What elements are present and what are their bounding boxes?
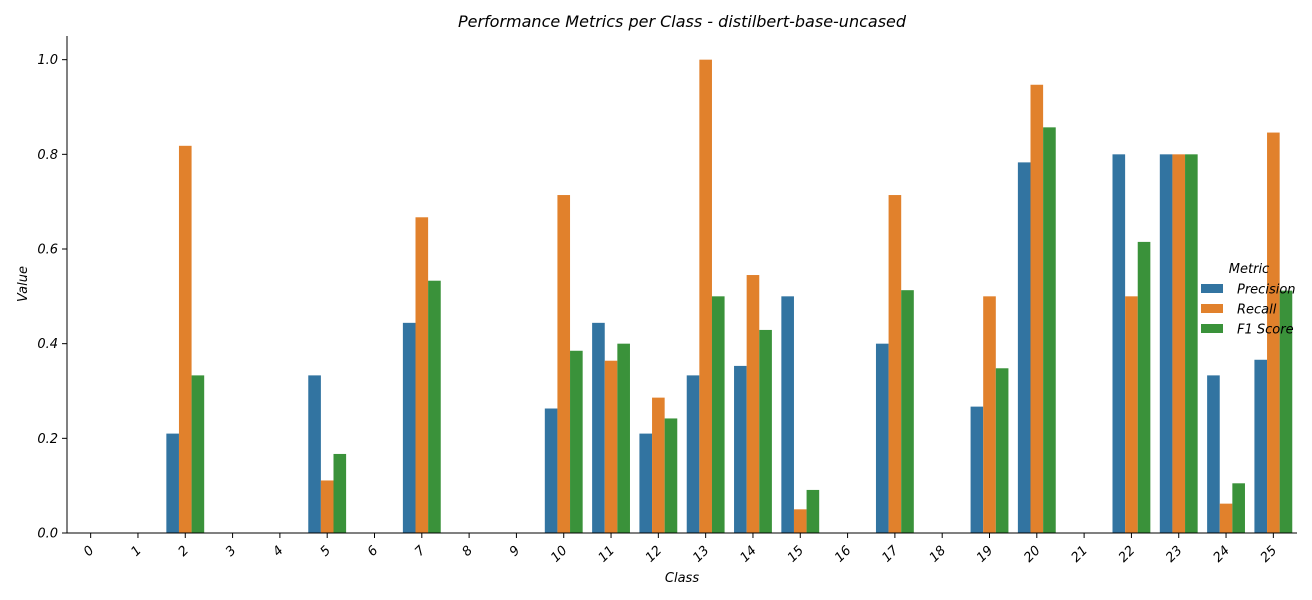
bar-f1-score-class-11: [617, 343, 630, 533]
bar-f1-score-class-20: [1043, 127, 1056, 533]
x-tick-label: 18: [927, 543, 949, 565]
bar-precision-class-24: [1207, 375, 1220, 533]
x-tick-label: 24: [1211, 543, 1233, 565]
bar-recall-class-11: [604, 360, 618, 533]
bar-f1-score-class-22: [1137, 241, 1151, 533]
bar-f1-score-class-13: [711, 296, 725, 533]
bar-precision-class-7: [402, 322, 416, 533]
legend-title: Metric: [1229, 262, 1269, 277]
bar-f1-score-class-5: [333, 453, 347, 533]
legend-swatch-recall: [1201, 304, 1223, 313]
x-tick-label: 7: [412, 543, 429, 560]
bar-precision-class-2: [166, 433, 179, 533]
x-tick-label: 11: [596, 543, 618, 565]
bar-precision-class-10: [544, 408, 558, 533]
y-tick-label: 0.2: [37, 432, 58, 447]
bar-recall-class-5: [320, 480, 334, 533]
x-tick-label: 14: [737, 543, 759, 565]
y-tick-label: 0.4: [37, 337, 58, 352]
x-tick-label: 6: [365, 543, 381, 559]
bar-f1-score-class-7: [428, 280, 441, 533]
x-tick-label: 0: [81, 543, 97, 559]
bar-precision-class-13: [686, 375, 700, 533]
legend-label-precision: Precision: [1237, 283, 1296, 298]
bar-precision-class-15: [781, 296, 794, 533]
bar-precision-class-5: [308, 375, 321, 533]
bar-f1-score-class-23: [1185, 154, 1198, 533]
x-tick-label: 25: [1258, 543, 1280, 565]
x-tick-label: 13: [690, 543, 712, 565]
bar-recall-class-7: [415, 217, 429, 534]
y-ticks: 0.0 0.2 0.4 0.6 0.8 1.0: [37, 53, 67, 542]
x-axis-label: Class: [665, 571, 699, 586]
x-tick-label: 16: [832, 543, 854, 565]
x-tick-label: 15: [785, 543, 807, 565]
bar-f1-score-class-10: [570, 350, 583, 533]
x-ticks: 0 1 2 3 4 5 6 7 8 9 10 11 12 13 14 15 16 17 18 19 20 21 22 23 24…: [81, 533, 1280, 566]
x-tick-label: 21: [1069, 543, 1091, 565]
bar-f1-score-class-17: [901, 290, 914, 533]
bar-precision-class-14: [734, 365, 747, 533]
bar-precision-class-11: [592, 322, 605, 533]
x-tick-label: 20: [1021, 543, 1043, 565]
x-tick-label: 22: [1116, 543, 1138, 565]
bar-recall-class-19: [983, 296, 996, 533]
bar-precision-class-12: [639, 433, 653, 533]
bar-recall-class-25: [1267, 132, 1280, 533]
bar-recall-class-23: [1172, 154, 1186, 533]
bar-precision-class-25: [1254, 359, 1268, 533]
bar-recall-class-15: [793, 509, 807, 533]
bar-precision-class-17: [875, 343, 889, 533]
x-tick-label: 4: [270, 543, 286, 559]
bar-f1-score-class-15: [806, 489, 820, 533]
legend-swatch-f1-score: [1201, 324, 1223, 333]
y-axis-label: Value: [16, 266, 31, 302]
bar-f1-score-class-24: [1232, 483, 1245, 533]
chart-title: Performance Metrics per Class - distilbe…: [458, 12, 907, 31]
bar-f1-score-class-2: [191, 375, 205, 533]
bar-recall-class-2: [178, 145, 192, 533]
bars-group: [166, 59, 1293, 534]
x-tick-label: 19: [974, 543, 996, 565]
bar-recall-class-17: [888, 195, 902, 534]
bar-recall-class-10: [557, 195, 571, 534]
x-tick-label: 9: [507, 543, 523, 559]
bar-recall-class-20: [1030, 84, 1044, 533]
bar-recall-class-12: [652, 397, 665, 533]
x-tick-label: 10: [548, 543, 570, 565]
x-tick-label: 1: [128, 543, 144, 559]
bar-recall-class-13: [699, 59, 712, 534]
bar-precision-class-20: [1017, 162, 1031, 533]
y-tick-label: 0.0: [37, 527, 58, 542]
legend-swatch-precision: [1201, 284, 1223, 293]
legend-label-f1-score: F1 Score: [1237, 323, 1294, 338]
bar-f1-score-class-25: [1279, 290, 1293, 533]
bar-f1-score-class-14: [759, 329, 772, 533]
legend-label-recall: Recall: [1237, 303, 1277, 318]
x-tick-label: 5: [318, 543, 334, 559]
bar-precision-class-22: [1112, 154, 1126, 533]
legend: Metric Precision Recall F1 Score: [1201, 262, 1296, 338]
bar-precision-class-19: [970, 406, 984, 533]
y-tick-label: 1.0: [37, 53, 58, 68]
bar-f1-score-class-19: [995, 368, 1009, 533]
bar-precision-class-23: [1159, 154, 1173, 533]
x-tick-label: 8: [459, 543, 475, 559]
bar-recall-class-22: [1125, 296, 1138, 533]
x-tick-label: 23: [1163, 543, 1185, 565]
x-tick-label: 17: [879, 543, 902, 566]
y-tick-label: 0.6: [37, 243, 58, 258]
x-tick-label: 2: [176, 543, 192, 559]
bar-f1-score-class-12: [664, 418, 678, 533]
x-tick-label: 3: [223, 543, 239, 559]
bar-recall-class-14: [746, 275, 760, 533]
y-tick-label: 0.8: [37, 148, 58, 163]
x-tick-label: 12: [643, 543, 665, 565]
bar-recall-class-24: [1219, 503, 1233, 533]
